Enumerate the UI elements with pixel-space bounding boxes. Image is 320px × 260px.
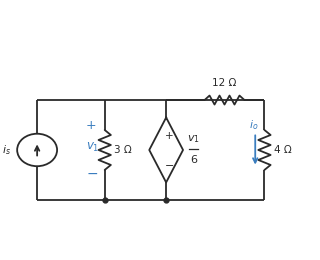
Text: +: + [165, 131, 173, 141]
Text: $v_1$: $v_1$ [86, 141, 99, 154]
Text: $i_o$: $i_o$ [249, 118, 259, 132]
Text: $-$: $-$ [164, 159, 174, 169]
Text: 3 Ω: 3 Ω [114, 145, 132, 155]
Text: +: + [85, 119, 96, 132]
Text: 4 Ω: 4 Ω [274, 145, 292, 155]
Text: 12 Ω: 12 Ω [212, 77, 237, 88]
Text: $v_1$: $v_1$ [188, 133, 200, 145]
Text: 6: 6 [190, 155, 197, 165]
Text: $-$: $-$ [86, 165, 99, 179]
Text: $i_s$: $i_s$ [2, 143, 11, 157]
